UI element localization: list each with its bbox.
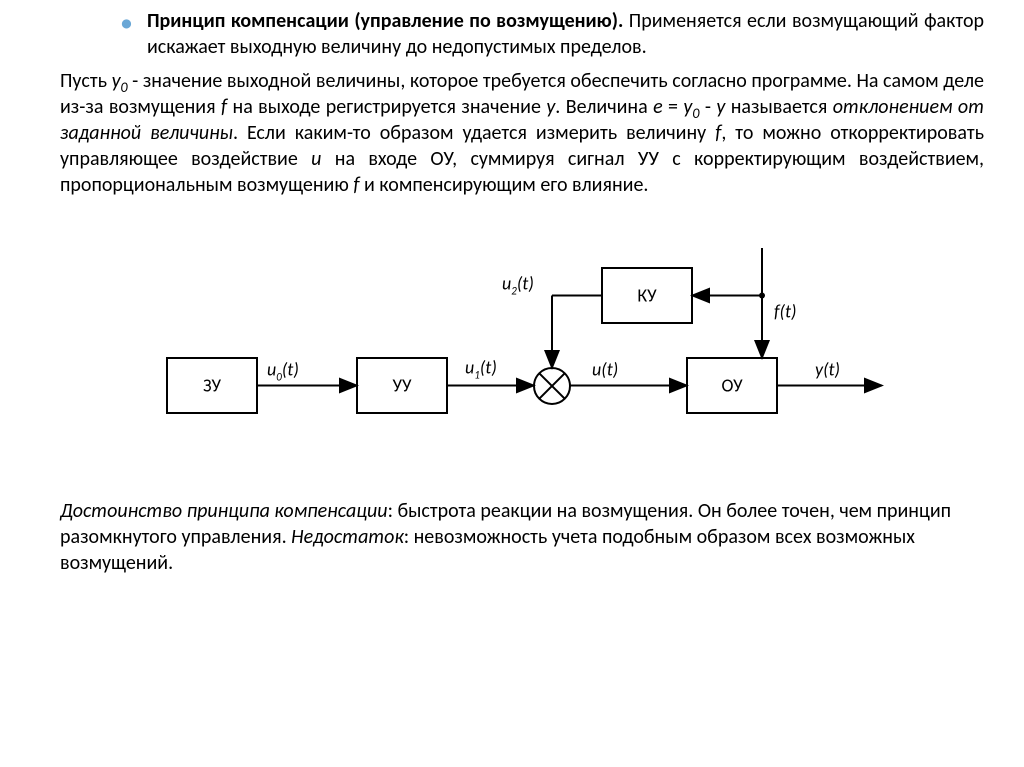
var-y0-sub: 0 [121,79,128,96]
svg-text:ЗУ: ЗУ [203,375,221,397]
main-paragraph: Пусть y0 - значение выходной величины, к… [60,68,984,198]
svg-text:u2(t): u2(t) [502,273,534,298]
var-e: e [653,95,663,119]
svg-text:y(t): y(t) [815,359,840,381]
text: = [663,95,684,119]
var-y: y [546,95,555,119]
bullet-text: Принцип компенсации (управление по возму… [147,8,984,60]
block-diagram: ЗУ УУ КУ ОУ u0(t) u1(t) u(t) y(t) f(t) u2(t) [60,248,984,448]
svg-text:КУ: КУ [637,285,657,307]
bullet-item: • Принцип компенсации (управление по воз… [120,8,984,60]
var-u: u [311,147,321,171]
footer-lead: Достоинство принципа компенсации [60,499,388,523]
footer-paragraph: Достоинство принципа компенсации: быстро… [60,498,984,576]
text: на выходе регистрируется значение [227,95,546,119]
footer-lead2: Недостаток [291,525,404,549]
text: . Если каким-то образом удается измерить… [233,121,715,145]
svg-text:УУ: УУ [393,375,412,397]
svg-text:u0(t): u0(t) [267,359,299,384]
text: и компенсирующим его влияние. [359,173,648,197]
text: - [699,95,716,119]
text: . Величина [555,95,653,119]
bullet-title: Принцип компенсации (управление по возму… [147,9,623,33]
var-y0: y [112,69,121,93]
bullet-marker: • [120,10,133,34]
svg-text:u(t): u(t) [592,359,618,381]
svg-text:u1(t): u1(t) [465,357,497,382]
svg-text:f(t): f(t) [774,301,796,323]
text: называется [725,95,832,119]
text: Пусть [60,69,112,93]
svg-text:ОУ: ОУ [721,375,743,397]
var-y2: y [716,95,725,119]
